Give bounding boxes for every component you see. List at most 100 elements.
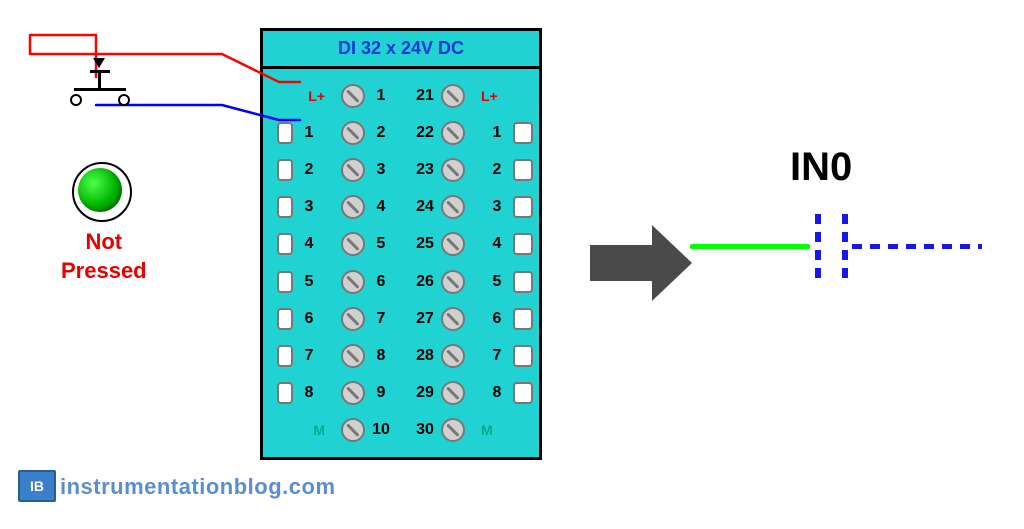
watermark-badge-text: IB [30, 478, 44, 494]
terminal-label: M [481, 422, 493, 438]
module-title: DI 32 x 24V DC [263, 31, 539, 69]
terminal-number: 4 [369, 198, 393, 216]
contact-left-bar [815, 214, 821, 278]
terminal-number: 3 [369, 161, 393, 179]
terminal-number: 28 [413, 347, 437, 365]
terminal-number: 23 [413, 161, 437, 179]
terminal-square [513, 196, 533, 218]
terminal-number: 6 [297, 310, 321, 328]
terminal-screw [341, 381, 365, 405]
terminal-number: 29 [413, 384, 437, 402]
terminal-number: 8 [369, 347, 393, 365]
terminal-number: 5 [485, 273, 509, 291]
pb-bridge [74, 88, 126, 91]
terminal-screw [341, 344, 365, 368]
contact-power-rail [690, 244, 810, 249]
terminal-number: 2 [297, 161, 321, 179]
terminal-number: 2 [369, 124, 393, 142]
terminal-screw [341, 270, 365, 294]
status-label: Not Pressed [61, 228, 147, 285]
terminal-number: 27 [413, 310, 437, 328]
module-body: L+12345678M12345678910212223242526272829… [263, 69, 539, 457]
terminal-number: 7 [369, 310, 393, 328]
terminal-number: 1 [485, 124, 509, 142]
terminal-square [277, 122, 293, 144]
terminal-screw [441, 158, 465, 182]
terminal-square [513, 233, 533, 255]
terminal-square [513, 382, 533, 404]
indicator-button-inner [78, 168, 122, 212]
terminal-square [513, 122, 533, 144]
terminal-label: M [313, 422, 325, 438]
terminal-screw [441, 307, 465, 331]
terminal-square [513, 159, 533, 181]
terminal-number: 1 [369, 87, 393, 105]
terminal-screw [441, 195, 465, 219]
terminal-square [513, 308, 533, 330]
terminal-number: 26 [413, 273, 437, 291]
pb-cap [90, 70, 110, 73]
terminal-screw [341, 158, 365, 182]
terminal-number: 9 [369, 384, 393, 402]
terminal-screw [441, 344, 465, 368]
pushbutton-symbol [70, 62, 130, 106]
terminal-screw [341, 307, 365, 331]
terminal-number: 6 [485, 310, 509, 328]
terminal-number: 2 [485, 161, 509, 179]
terminal-number: 3 [485, 198, 509, 216]
terminal-square [277, 382, 293, 404]
contact-right-bar [842, 214, 848, 278]
terminal-screw [441, 232, 465, 256]
terminal-screw [341, 195, 365, 219]
terminal-square [277, 345, 293, 367]
terminal-square [277, 271, 293, 293]
terminal-number: 4 [297, 235, 321, 253]
pb-arrow-icon [93, 58, 105, 68]
pb-stem [98, 72, 101, 88]
terminal-number: 22 [413, 124, 437, 142]
terminal-square [277, 196, 293, 218]
watermark-badge: IB [18, 470, 56, 502]
terminal-number: 30 [413, 421, 437, 439]
arrow-shaft [590, 245, 652, 281]
terminal-number: 8 [485, 384, 509, 402]
terminal-number: 25 [413, 235, 437, 253]
status-line2: Pressed [61, 258, 147, 283]
terminal-screw [441, 121, 465, 145]
terminal-number: 7 [485, 347, 509, 365]
pb-terminal-left [70, 94, 82, 106]
terminal-square [277, 233, 293, 255]
terminal-screw [441, 270, 465, 294]
terminal-number: 6 [369, 273, 393, 291]
terminal-number: 8 [297, 384, 321, 402]
diagram-stage: DI 32 x 24V DC L+12345678M12345678910212… [0, 0, 1024, 529]
terminal-number: 5 [297, 273, 321, 291]
arrow-head [652, 225, 692, 301]
terminal-number: 3 [297, 198, 321, 216]
contact-output-rail [852, 244, 982, 249]
terminal-screw [341, 232, 365, 256]
terminal-screw [441, 418, 465, 442]
contact-label: IN0 [790, 145, 852, 190]
terminal-screw [341, 418, 365, 442]
terminal-square [513, 345, 533, 367]
terminal-number: 24 [413, 198, 437, 216]
terminal-label: L+ [481, 88, 498, 104]
terminal-number: 7 [297, 347, 321, 365]
terminal-screw [341, 84, 365, 108]
terminal-number: 4 [485, 235, 509, 253]
terminal-square [513, 271, 533, 293]
terminal-number: 21 [413, 87, 437, 105]
terminal-number: 5 [369, 235, 393, 253]
terminal-screw [441, 381, 465, 405]
plc-di-module: DI 32 x 24V DC L+12345678M12345678910212… [260, 28, 542, 460]
terminal-label: L+ [308, 88, 325, 104]
pb-terminal-right [118, 94, 130, 106]
terminal-square [277, 159, 293, 181]
terminal-screw [441, 84, 465, 108]
terminal-screw [341, 121, 365, 145]
watermark-text: instrumentationblog.com [60, 474, 336, 500]
terminal-number: 10 [369, 421, 393, 439]
status-line1: Not [85, 229, 122, 254]
terminal-square [277, 308, 293, 330]
